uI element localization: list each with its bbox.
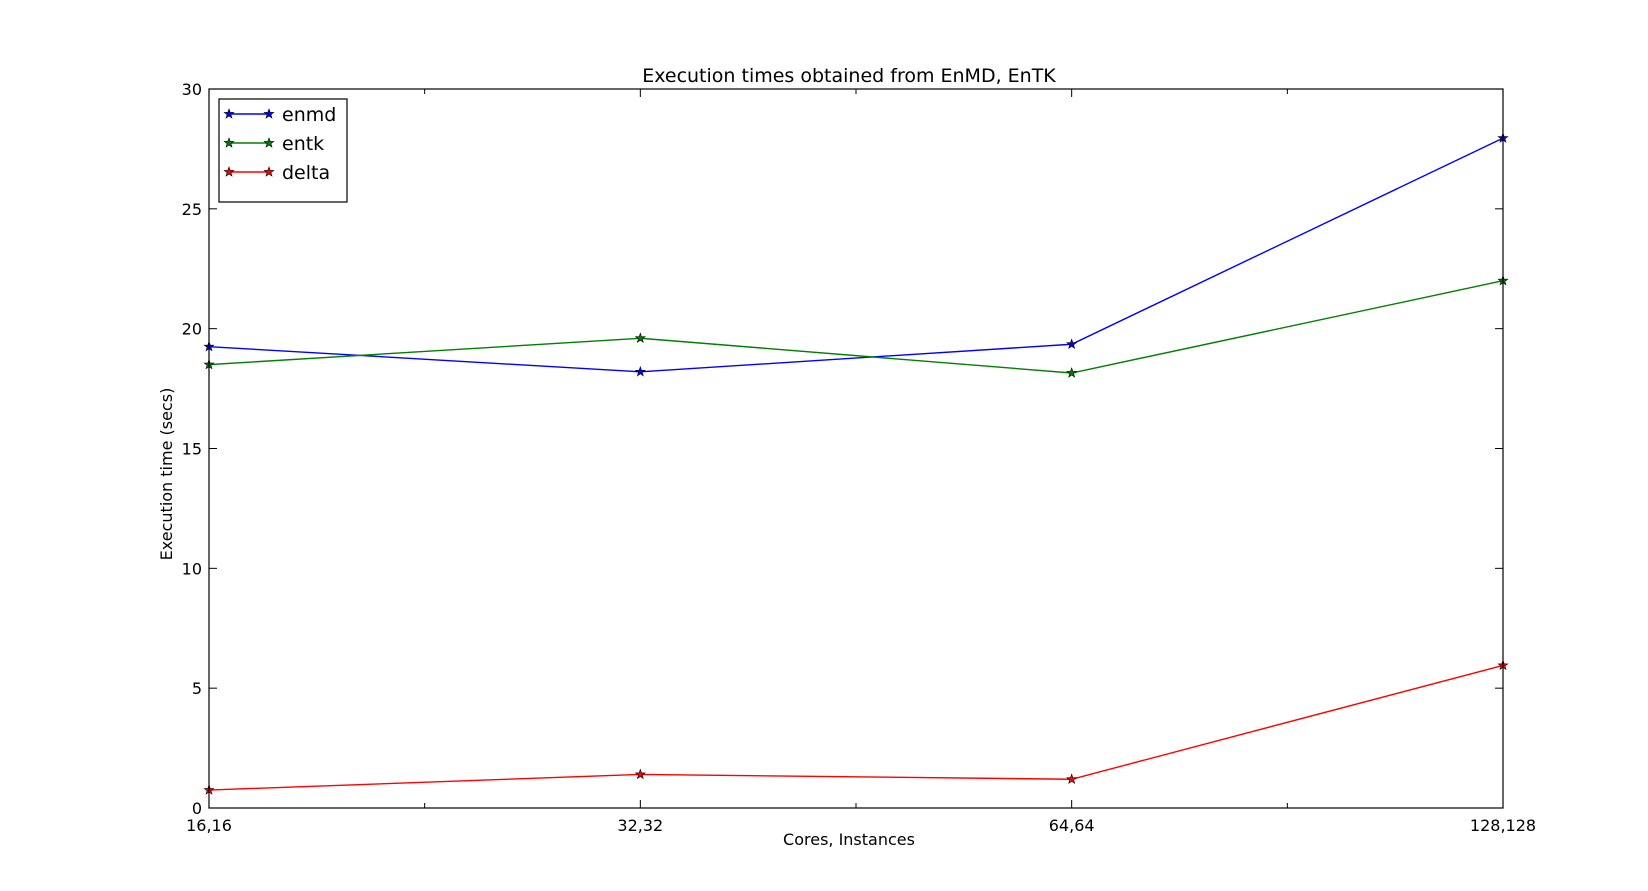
data-point-delta (634, 768, 646, 780)
series-line-enmd (208, 137, 1504, 373)
legend-marker-entk (263, 137, 275, 148)
data-point-delta (1066, 773, 1078, 785)
legend-marker-enmd (263, 108, 275, 119)
legend-label-delta: delta (282, 162, 330, 184)
y-tick-label: 5 (192, 679, 202, 698)
data-point-enmd (634, 365, 646, 377)
legend-box (218, 98, 348, 203)
x-tick-label: 16,16 (186, 816, 232, 835)
series-delta (203, 659, 1509, 795)
series-entk (203, 274, 1509, 378)
legend-marker-enmd (223, 108, 235, 119)
y-tick-label: 15 (182, 440, 202, 459)
x-tick-label: 128,128 (1470, 816, 1536, 835)
y-tick-label: 20 (182, 320, 202, 339)
data-point-entk (634, 332, 646, 344)
series-line-delta (208, 664, 1504, 791)
legend-label-entk: entk (282, 133, 324, 155)
data-point-entk (1066, 367, 1078, 378)
y-tick-label: 0 (192, 799, 202, 818)
data-point-enmd (1066, 338, 1078, 350)
legend-marker-delta (223, 166, 235, 177)
x-axis-label: Cores, Instances (783, 830, 915, 849)
y-tick-label: 30 (182, 80, 202, 99)
legend: enmd entk delta (218, 98, 348, 203)
plot-frame (208, 88, 1504, 809)
x-tick-label: 32,32 (617, 816, 663, 835)
legend-marker-entk (223, 137, 235, 148)
series-line-entk (208, 280, 1504, 374)
legend-label-enmd: enmd (282, 104, 336, 126)
legend-marker-delta (263, 166, 275, 177)
series-enmd (203, 132, 1509, 377)
y-tick-label: 25 (182, 200, 202, 219)
chart-title: Execution times obtained from EnMD, EnTK (642, 65, 1056, 87)
y-axis-label: Execution time (secs) (157, 388, 176, 561)
y-tick-label: 10 (182, 559, 202, 578)
x-tick-label: 64,64 (1049, 816, 1095, 835)
